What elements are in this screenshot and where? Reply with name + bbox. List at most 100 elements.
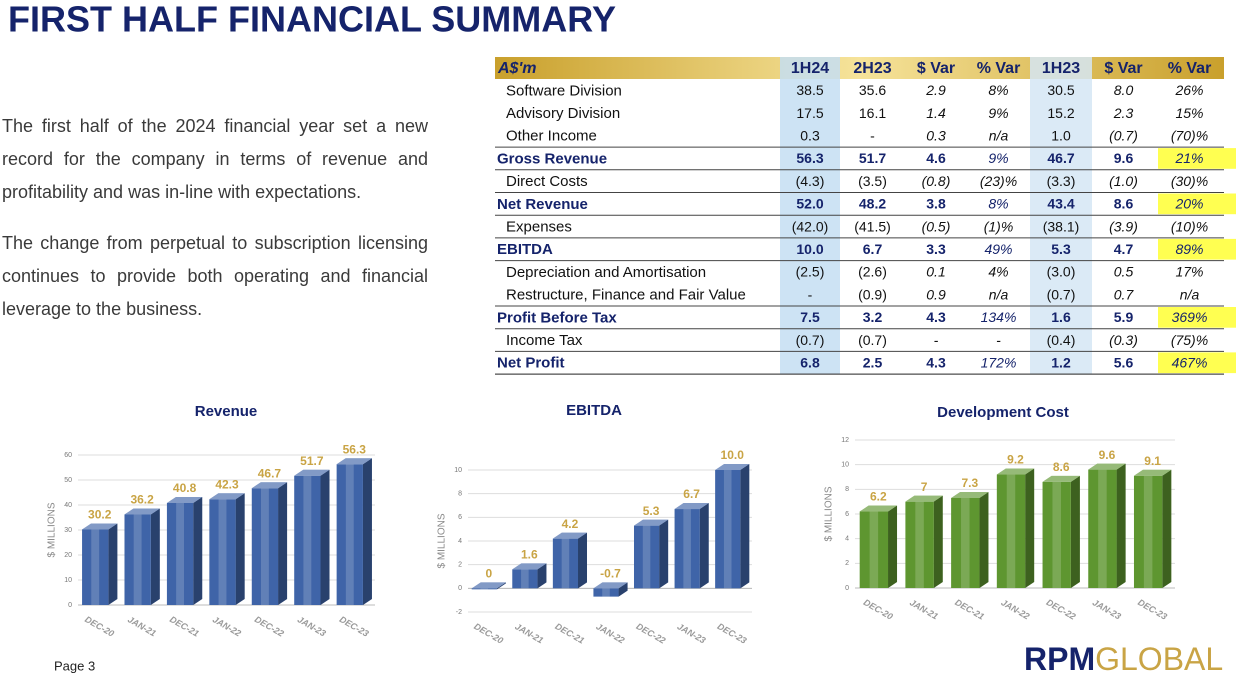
table-cell: 3.8 (926, 196, 946, 212)
bar (166, 503, 194, 605)
bar-sheen (1098, 469, 1107, 588)
bar-top (593, 582, 628, 589)
chart: EBITDA $ MILLIONS -2 0 2 4 6 8 10 0 DEC-20 1.6 JAN-2… (437, 402, 752, 646)
chart-title: Development Cost (937, 404, 1069, 421)
y-tick-label: 2 (845, 560, 849, 567)
y-axis-label: $ MILLIONS (47, 502, 58, 557)
value-label: 36.2 (130, 493, 154, 507)
row-label: Depreciation and Amortisation (506, 264, 706, 281)
bar-top (336, 458, 372, 465)
bar-side (933, 495, 943, 588)
bar-side-shade (235, 493, 245, 605)
value-label: 56.3 (343, 442, 367, 456)
y-tick-label: 0 (458, 585, 462, 592)
bar-top (951, 491, 989, 498)
row-label: Profit Before Tax (497, 309, 617, 326)
table-cell: (0.5) (922, 218, 951, 234)
bar-side-shade (578, 532, 588, 589)
bar-top (905, 495, 943, 502)
table-cell: (2.6) (858, 264, 887, 280)
column-header: $ Var (1104, 60, 1142, 77)
bar-sheen (91, 529, 100, 605)
bar (294, 475, 321, 605)
bar (209, 499, 236, 605)
bar-side-shade (1162, 469, 1172, 588)
table-cell: 26% (1174, 82, 1203, 98)
charts: Revenue$ MILLIONS010203040506030.2DEC-20… (47, 402, 1175, 646)
table-cell: 35.6 (859, 82, 886, 98)
table-cell: 3.3 (926, 241, 946, 257)
bar-top (124, 508, 160, 515)
table-cell: (0.7) (1109, 127, 1138, 143)
bar (674, 509, 700, 589)
table-cell: 17% (1175, 264, 1203, 280)
table-cell: 8.0 (1114, 82, 1134, 98)
paragraph: The first half of the 2024 financial yea… (2, 116, 428, 202)
bar-top-shade (715, 464, 750, 470)
chart: Revenue $ MILLIONS 0 10 20 30 40 50 60 30.2 DEC-20… (47, 403, 375, 639)
table-cell: 0.5 (1114, 264, 1134, 280)
bar-top (859, 505, 898, 512)
y-tick-label: 40 (64, 502, 72, 509)
table-cell: 0.7 (1114, 286, 1135, 302)
bar-side-shade (362, 458, 372, 605)
table-cell: 8% (988, 196, 1008, 212)
bar (251, 488, 279, 605)
value-label: 40.8 (173, 481, 197, 495)
bar-sheen (480, 588, 489, 590)
value-label: 7 (921, 480, 928, 494)
column-header: 1H24 (791, 60, 829, 77)
bar-sheen (723, 470, 732, 589)
table-cell: - (934, 332, 939, 348)
table-cell: 4.3 (926, 309, 946, 325)
value-label: 51.7 (300, 454, 324, 468)
bar-sheen (260, 488, 269, 605)
row-label: Net Profit (497, 355, 565, 372)
chart-title: Revenue (195, 403, 258, 420)
table-cell: 9% (988, 150, 1008, 166)
bar-sheen (915, 501, 924, 588)
x-tick-label: JAN-23 (1091, 597, 1123, 621)
table-cell: 52.0 (796, 196, 823, 212)
bar-sheen (642, 525, 651, 589)
bar-top-shade (124, 508, 160, 515)
bar (715, 470, 741, 589)
x-tick-label: DEC-21 (168, 614, 201, 639)
bar (1133, 475, 1163, 588)
x-tick-label: JAN-22 (211, 614, 243, 638)
table-cell: (70)% (1171, 127, 1208, 143)
table-cell: (3.3) (1047, 173, 1076, 189)
bar-side-shade (1070, 475, 1080, 588)
bar-top-shade (1133, 469, 1172, 476)
table-cell: 1.0 (1051, 127, 1071, 143)
table-cell: (0.3) (1109, 332, 1138, 348)
bar (905, 501, 934, 588)
table-cell: 4% (988, 264, 1008, 280)
bar-top-shade (1042, 475, 1080, 482)
chart: Development Cost $ MILLIONS 0 2 4 6 8 10 12 6.2 DE… (824, 404, 1175, 622)
table-cell: (3.0) (1047, 264, 1076, 280)
value-label: 8.6 (1053, 460, 1070, 474)
bar-side (496, 582, 506, 590)
table-cell: n/a (989, 127, 1009, 143)
bar-side (618, 582, 628, 597)
highlight (1158, 238, 1236, 260)
bar (1042, 481, 1071, 588)
paragraph: The change from perpetual to subscriptio… (2, 233, 428, 319)
y-tick-label: 0 (68, 602, 72, 609)
value-label: 4.2 (562, 517, 579, 531)
bar (512, 569, 538, 589)
bar-side (1162, 469, 1172, 588)
table-cell: 46.7 (1047, 150, 1074, 166)
bar-sheen (521, 569, 529, 589)
bar-top-shade (905, 495, 943, 502)
table-cell: (0.7) (858, 332, 887, 348)
highlight (1158, 352, 1236, 374)
value-label: 5.3 (643, 504, 660, 518)
bar-top (471, 582, 506, 589)
value-label: 0 (485, 567, 492, 581)
table: A$'m 1H24 2H23 $ Var % Var 1H23 $ Var % Var Soft… (495, 57, 1236, 375)
y-tick-label: 8 (845, 486, 849, 493)
table-cell: 89% (1175, 241, 1203, 257)
x-tick-label: DEC-20 (862, 597, 895, 622)
